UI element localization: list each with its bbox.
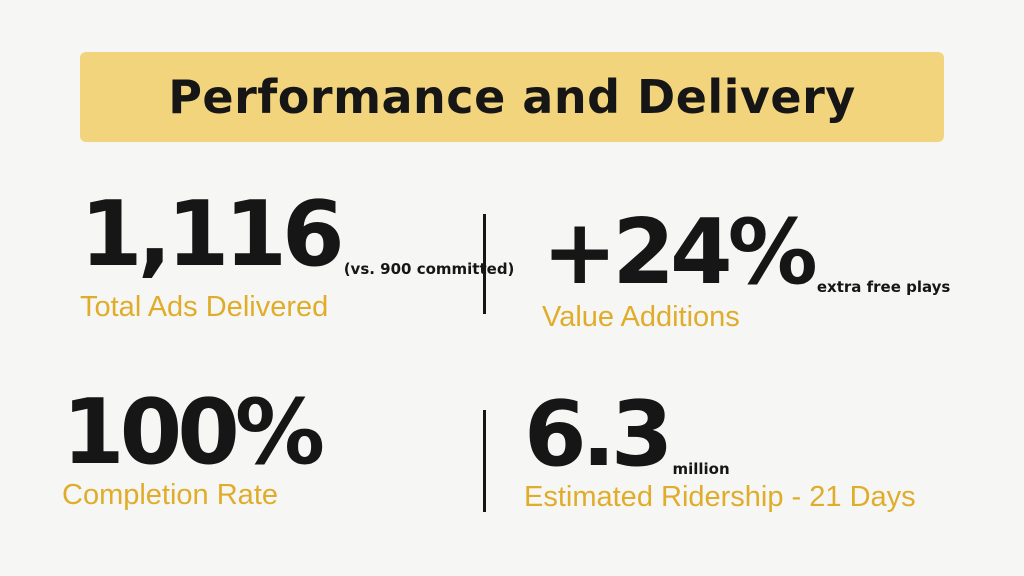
stat-note: (vs. 900 committed)	[343, 260, 515, 278]
stat-value: 1,116	[80, 182, 345, 287]
stat-ridership: 6.3 million Estimated Ridership - 21 Day…	[524, 390, 916, 514]
page-title: Performance and Delivery	[168, 70, 856, 124]
stat-value: 6.3	[524, 382, 673, 487]
title-banner: Performance and Delivery	[80, 52, 944, 142]
stat-note: extra free plays	[816, 278, 951, 296]
stat-total-ads: 1,116 (vs. 900 committed) Total Ads Deli…	[80, 190, 514, 324]
stat-value-additions: +24% extra free plays Value Additions	[542, 208, 950, 334]
stat-note: million	[672, 460, 730, 478]
stat-label: Total Ads Delivered	[80, 291, 329, 323]
stat-label: Completion Rate	[62, 479, 278, 511]
divider-top	[483, 214, 486, 314]
stat-label: Estimated Ridership - 21 Days	[524, 481, 916, 513]
stat-value: 100%	[62, 380, 325, 485]
stat-completion-rate: 100% Completion Rate	[62, 380, 325, 512]
stat-value: +24%	[542, 200, 818, 305]
divider-bottom	[483, 410, 486, 512]
stat-label: Value Additions	[542, 301, 740, 333]
